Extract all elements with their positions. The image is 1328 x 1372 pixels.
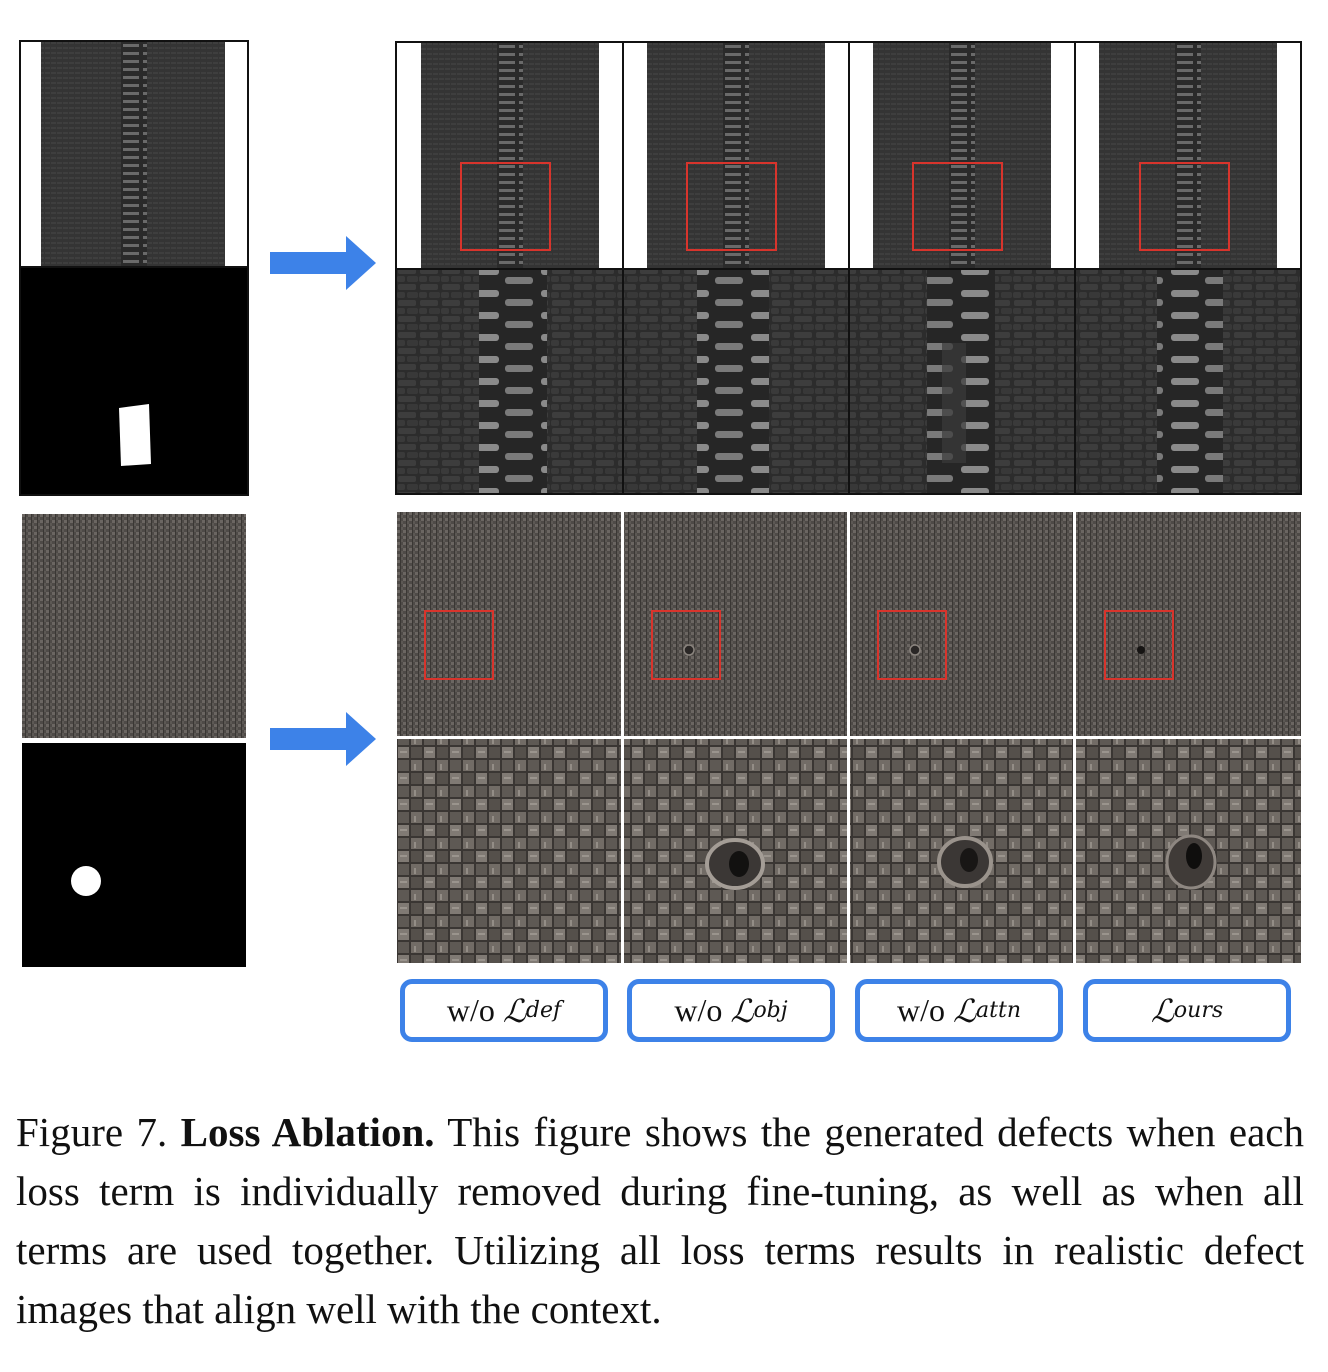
caption-title: Loss Ablation. — [180, 1109, 435, 1155]
arrow-icon — [270, 236, 376, 290]
highlight-box — [686, 162, 777, 251]
figure-caption: Figure 7. Loss Ablation. This figure sho… — [16, 1103, 1304, 1339]
highlight-box — [424, 610, 494, 680]
caption-prefix: Figure 7. — [16, 1109, 168, 1155]
highlight-box — [1104, 610, 1174, 680]
zipper-input-image — [19, 40, 249, 268]
highlight-box — [877, 610, 947, 680]
highlight-box — [912, 162, 1003, 251]
zipper-mask-image — [19, 266, 249, 496]
fabric-input-image — [22, 514, 246, 738]
fabric-mask-image — [22, 743, 246, 967]
highlight-box — [460, 162, 551, 251]
arrow-icon — [270, 712, 376, 766]
fabric-results-grid — [397, 512, 1301, 963]
zipper-results-grid — [395, 41, 1302, 495]
highlight-box — [1139, 162, 1230, 251]
highlight-box — [651, 610, 721, 680]
caption-body: This figure shows the generated defects … — [16, 1109, 1304, 1332]
